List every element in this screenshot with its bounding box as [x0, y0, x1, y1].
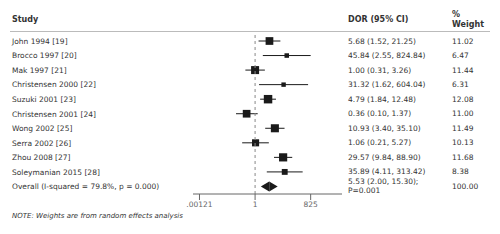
- svg-text:5.68 (1.52, 21.25): 5.68 (1.52, 21.25): [348, 37, 416, 46]
- svg-text:10.13: 10.13: [452, 138, 474, 147]
- svg-text:5.53 (2.00, 15.30);: 5.53 (2.00, 15.30);: [348, 177, 418, 186]
- svg-text:Zhou 2008 [27]: Zhou 2008 [27]: [12, 153, 71, 162]
- html-text:Study: Study: [12, 15, 39, 24]
- html-text:NOTE: Weights are from random: NOTE: Weights are from random effects an…: [12, 212, 183, 220]
- svg-text:Serra 2002 [26]: Serra 2002 [26]: [12, 139, 71, 148]
- svg-text:10.93 (3.40, 35.10): 10.93 (3.40, 35.10): [348, 124, 421, 133]
- svg-text:.00121: .00121: [186, 200, 212, 209]
- svg-text:100.00: 100.00: [452, 182, 478, 191]
- svg-text:John 1994 [19]: John 1994 [19]: [11, 37, 68, 46]
- svg-text:P=0.001: P=0.001: [348, 186, 381, 195]
- svg-text:11.68: 11.68: [452, 153, 474, 162]
- svg-text:35.89 (4.11, 313.42): 35.89 (4.11, 313.42): [348, 167, 425, 176]
- svg-text:11.00: 11.00: [452, 109, 474, 118]
- html-text:DOR (95% CI): DOR (95% CI): [348, 15, 409, 24]
- svg-text:0.36 (0.10, 1.37): 0.36 (0.10, 1.37): [348, 109, 411, 118]
- svg-text:1: 1: [253, 200, 258, 209]
- html-text:Weight: Weight: [452, 20, 484, 29]
- svg-text:Suzuki 2001 [23]: Suzuki 2001 [23]: [12, 95, 76, 104]
- svg-text:1.06 (0.21, 5.27): 1.06 (0.21, 5.27): [348, 138, 411, 147]
- svg-text:12.08: 12.08: [452, 95, 474, 104]
- svg-text:11.02: 11.02: [452, 37, 474, 46]
- svg-text:29.57 (9.84, 88.90): 29.57 (9.84, 88.90): [348, 153, 421, 162]
- svg-text:1.00 (0.31, 3.26): 1.00 (0.31, 3.26): [348, 66, 411, 75]
- svg-text:Christensen 2001 [24]: Christensen 2001 [24]: [12, 110, 96, 119]
- svg-text:6.47: 6.47: [452, 51, 469, 60]
- svg-text:Brocco 1997 [20]: Brocco 1997 [20]: [12, 51, 77, 60]
- svg-text:31.32 (1.62, 604.04): 31.32 (1.62, 604.04): [348, 80, 425, 89]
- svg-text:8.38: 8.38: [452, 167, 469, 176]
- svg-text:Mak 1997 [21]: Mak 1997 [21]: [12, 66, 67, 75]
- svg-text:Overall (I-squared = 79.8%, p: Overall (I-squared = 79.8%, p = 0.000): [12, 182, 159, 191]
- svg-text:825: 825: [304, 200, 319, 209]
- svg-text:11.44: 11.44: [452, 66, 474, 75]
- svg-text:45.84 (2.55, 824.84): 45.84 (2.55, 824.84): [348, 51, 425, 60]
- svg-text:Christensen 2000 [22]: Christensen 2000 [22]: [12, 80, 96, 89]
- svg-text:4.79 (1.84, 12.48): 4.79 (1.84, 12.48): [348, 95, 416, 104]
- svg-text:6.31: 6.31: [452, 80, 469, 89]
- svg-text:11.49: 11.49: [452, 124, 474, 133]
- svg-text:Soleymanian 2015 [28]: Soleymanian 2015 [28]: [12, 168, 100, 177]
- svg-text:Wong 2002 [25]: Wong 2002 [25]: [12, 124, 72, 133]
